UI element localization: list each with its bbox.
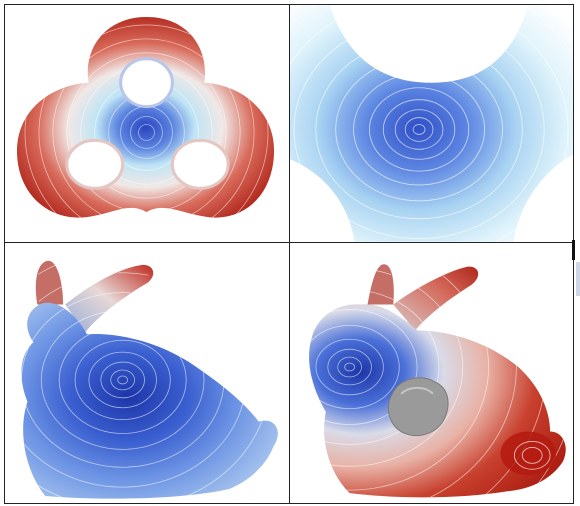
bunny-render-red — [309, 264, 566, 498]
torus-hole-right — [170, 138, 230, 190]
torus-body — [16, 16, 275, 218]
mesh-hole-patch — [388, 377, 449, 437]
bunny-ear-front — [35, 260, 64, 305]
figure-grid — [4, 4, 574, 504]
torus-hole-top — [119, 57, 174, 109]
bunny-ear-back — [65, 264, 154, 333]
bunny2-tail — [500, 431, 557, 476]
bunny-render-blue — [21, 260, 278, 499]
bunny2-ear-back — [393, 266, 479, 331]
triple-torus-render — [16, 16, 275, 218]
bunny2-ear-front — [367, 264, 394, 305]
torus-hole-left — [65, 138, 125, 190]
bunny-body — [21, 302, 278, 499]
panel-bunny-red — [289, 242, 574, 504]
torus-closeup-render — [290, 5, 573, 242]
edge-tick — [572, 240, 575, 260]
panel-triple-torus — [4, 4, 289, 242]
panel-torus-closeup — [289, 4, 574, 242]
edge-stub — [576, 262, 580, 296]
panel-bunny-blue — [4, 242, 289, 504]
